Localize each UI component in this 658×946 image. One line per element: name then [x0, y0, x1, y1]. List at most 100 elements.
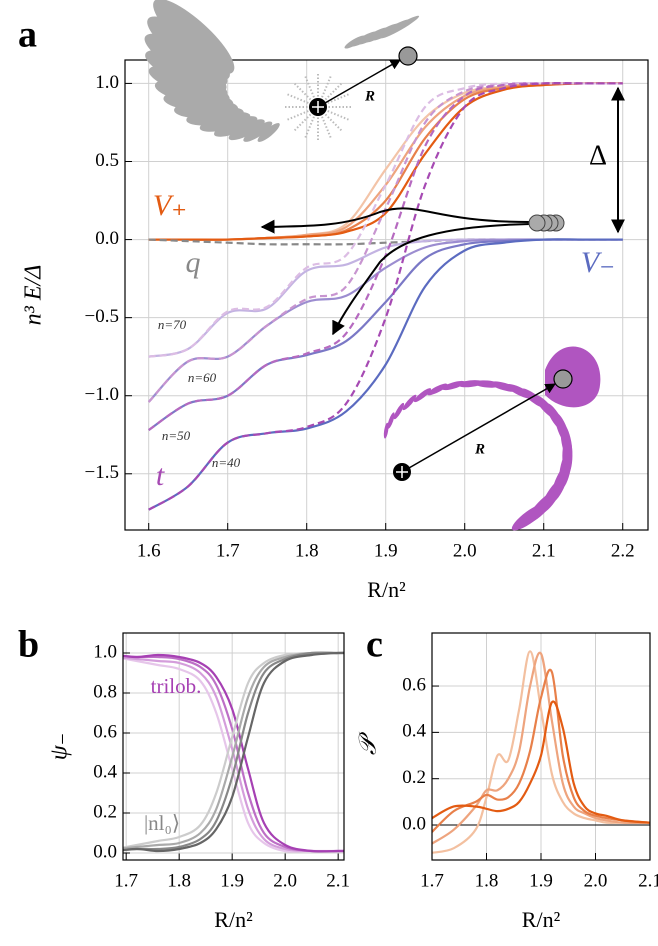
series-line: [432, 700, 650, 824]
y-tick-label: 0.2: [93, 801, 117, 822]
annotation: n=70: [158, 317, 187, 332]
x-tick-label: 2.0: [453, 540, 477, 561]
x-tick-label: 1.9: [220, 870, 244, 891]
y-tick-label: 1.0: [93, 641, 117, 662]
x-axis-label: R/n²: [522, 907, 561, 932]
annotation: n=40: [212, 455, 241, 470]
y-tick-label: 0.0: [95, 228, 119, 249]
transition-arrow: [332, 223, 531, 336]
annotation: trilob.: [151, 674, 202, 698]
trilobite-lobe: [387, 412, 395, 429]
orbital-ray: [285, 92, 319, 108]
y-tick-label: 0.6: [93, 721, 117, 742]
perturber: [553, 369, 573, 389]
y-tick-label: 0.6: [402, 674, 426, 695]
series-line: [123, 653, 344, 853]
x-tick-label: 1.7: [420, 870, 444, 891]
trilobite-lobe: [393, 402, 405, 420]
y-tick-label: 1.0: [95, 72, 119, 93]
series-line: [148, 82, 623, 241]
orbital-lobe: [243, 121, 273, 142]
orbital-lobe: [228, 119, 265, 141]
y-tick-label: 0.8: [93, 681, 117, 702]
x-tick-label: 1.8: [295, 540, 319, 561]
y-tick-label: 0.0: [402, 813, 426, 834]
annotation: V₊: [153, 189, 187, 222]
y-axis-label: 𝒫: [356, 731, 382, 755]
plus: [312, 101, 324, 113]
orbital-ray: [317, 106, 351, 122]
y-tick-label: 0.2: [402, 767, 426, 788]
perturber: [528, 214, 546, 232]
vector-arrow: [317, 59, 401, 108]
y-tick-label: −0.5: [85, 306, 119, 327]
trilobite-lobe: [511, 502, 549, 531]
panel-label: b: [18, 624, 39, 666]
annotation: V₋: [581, 246, 615, 279]
y-tick-label: −1.5: [85, 462, 119, 483]
y-axis-label: n³ E/Δ: [21, 265, 47, 326]
x-tick-label: 2.0: [273, 870, 297, 891]
orbital-ray: [317, 81, 344, 108]
orbital-lobe: [153, 0, 235, 74]
x-tick-label: 1.8: [167, 870, 191, 891]
orbital-ray: [317, 92, 351, 108]
series-line: [432, 668, 650, 833]
x-tick-label: 1.7: [216, 540, 240, 561]
orbital-ray: [292, 81, 319, 108]
trilobite-lobe: [413, 388, 432, 403]
orbital-ray: [317, 106, 333, 140]
y-tick-label: 0.4: [402, 721, 426, 742]
y-tick-label: −1.0: [85, 384, 119, 405]
panel-label: c: [366, 624, 383, 666]
x-tick-label: 2.1: [326, 870, 350, 891]
x-tick-label: 1.9: [529, 870, 553, 891]
annotation: R: [474, 441, 485, 457]
annotation: |nl₀⟩: [144, 811, 180, 835]
orbital-ray: [317, 106, 344, 133]
x-tick-label: 2.1: [638, 870, 658, 891]
annotation: q: [186, 246, 201, 279]
series-line: [148, 81, 623, 358]
plot-frame: [431, 632, 651, 861]
plus: [396, 466, 408, 478]
orbital-ray: [303, 106, 319, 140]
x-axis-label: R/n²: [214, 907, 253, 932]
trilobite-lobe: [427, 383, 448, 396]
orbital-lobe: [257, 123, 280, 142]
y-axis-label: ψ₋: [47, 733, 73, 761]
x-tick-label: 1.8: [475, 870, 499, 891]
series-line: [148, 238, 623, 246]
y-tick-label: 0.4: [93, 761, 117, 782]
plot-frame: [122, 632, 345, 861]
panel-label: a: [18, 14, 37, 56]
series-line: [123, 651, 344, 853]
x-axis-label: R/n²: [367, 577, 406, 602]
orbital-ray: [292, 106, 319, 133]
x-tick-label: 1.9: [374, 540, 398, 561]
trilobite-lobe: [402, 394, 417, 411]
orbital-ray: [285, 106, 319, 122]
x-tick-label: 2.0: [584, 870, 608, 891]
y-tick-label: 0.0: [93, 841, 117, 862]
x-tick-label: 1.6: [137, 540, 161, 561]
y-tick-label: 0.5: [95, 150, 119, 171]
orbital-ray: [317, 74, 333, 108]
annotation: R: [364, 88, 375, 104]
x-tick-label: 2.1: [532, 540, 556, 561]
transition-arrow: [260, 207, 531, 234]
annotation: t: [156, 459, 165, 492]
annotation: Δ: [589, 140, 607, 171]
series-line: [432, 651, 650, 845]
trilobite-lobe: [383, 422, 389, 439]
orbital-lobe: [380, 15, 420, 39]
orbital-ray: [303, 74, 319, 108]
x-tick-label: 1.7: [114, 870, 138, 891]
plot-frame: [124, 59, 649, 531]
vector-arrow: [401, 383, 556, 473]
perturber: [398, 46, 418, 66]
x-tick-label: 2.2: [611, 540, 635, 561]
annotation: n=50: [162, 428, 191, 443]
annotation: n=60: [188, 370, 217, 385]
